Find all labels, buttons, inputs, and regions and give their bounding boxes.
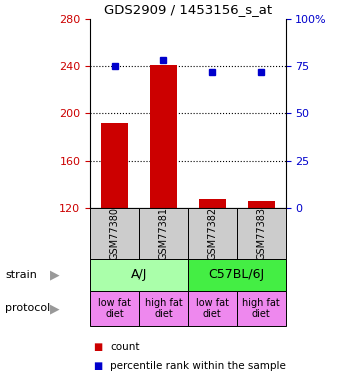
Bar: [139, 208, 188, 259]
Bar: [237, 291, 286, 326]
Text: ■: ■: [94, 342, 103, 352]
Bar: [101, 123, 128, 208]
Bar: [139, 291, 188, 326]
Bar: [90, 208, 139, 259]
Bar: [150, 65, 177, 208]
Text: ▶: ▶: [50, 302, 60, 315]
Text: ■: ■: [94, 361, 103, 370]
Text: low fat
diet: low fat diet: [196, 298, 229, 319]
Text: percentile rank within the sample: percentile rank within the sample: [110, 361, 286, 370]
Text: high fat
diet: high fat diet: [144, 298, 182, 319]
Text: GSM77380: GSM77380: [109, 207, 120, 260]
Text: GSM77382: GSM77382: [207, 207, 217, 260]
Bar: [248, 201, 275, 208]
Bar: [188, 259, 286, 291]
Text: high fat
diet: high fat diet: [242, 298, 280, 319]
Text: low fat
diet: low fat diet: [98, 298, 131, 319]
Text: A/J: A/J: [131, 268, 147, 281]
Text: ▶: ▶: [50, 268, 60, 281]
Bar: [188, 208, 237, 259]
Bar: [237, 208, 286, 259]
Text: GSM77381: GSM77381: [158, 207, 168, 260]
Text: strain: strain: [5, 270, 37, 280]
Bar: [90, 291, 139, 326]
Title: GDS2909 / 1453156_s_at: GDS2909 / 1453156_s_at: [104, 3, 272, 16]
Text: GSM77383: GSM77383: [256, 207, 266, 260]
Text: protocol: protocol: [5, 303, 50, 313]
Bar: [188, 291, 237, 326]
Text: C57BL/6J: C57BL/6J: [209, 268, 265, 281]
Text: count: count: [110, 342, 140, 352]
Bar: [90, 259, 188, 291]
Bar: [199, 199, 226, 208]
